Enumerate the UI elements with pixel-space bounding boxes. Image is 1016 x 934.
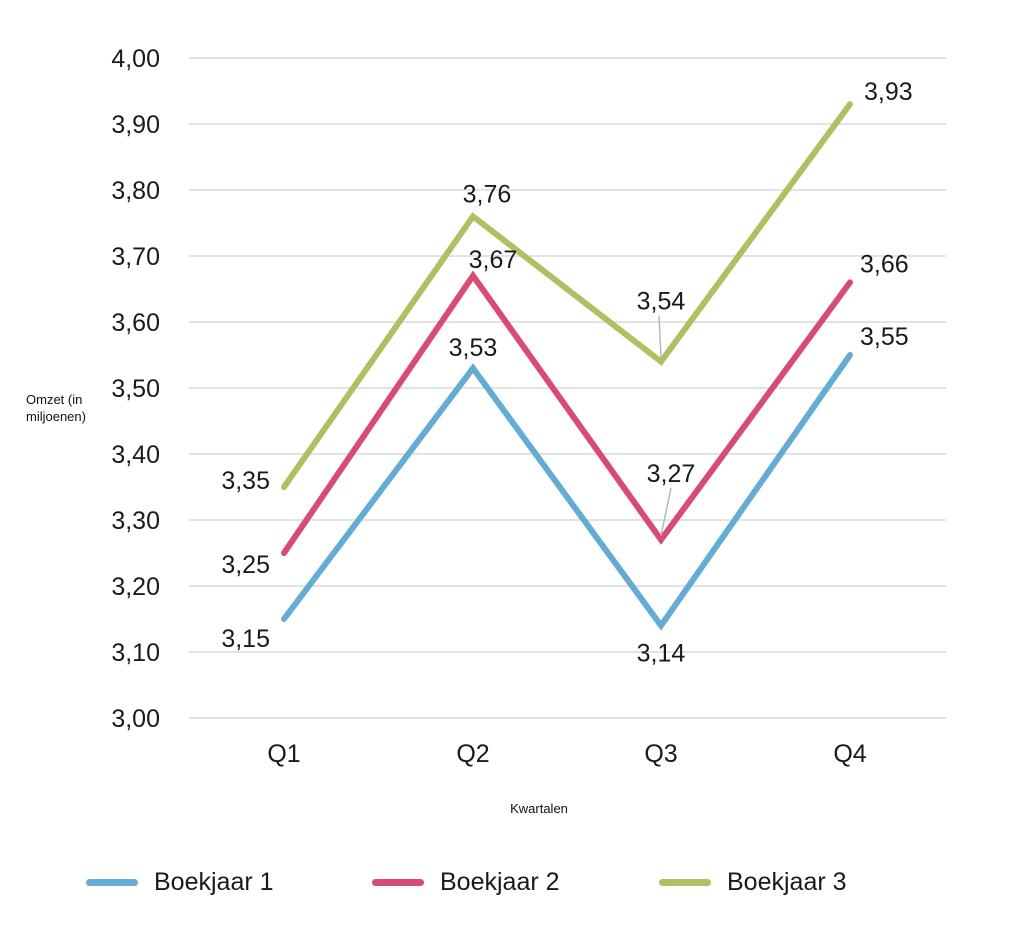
y-tick-label: 3,30	[111, 507, 160, 535]
y-tick-label: 3,20	[111, 573, 160, 601]
y-tick-label: 3,40	[111, 441, 160, 469]
y-tick-label: 3,70	[111, 243, 160, 271]
y-axis-title: Omzet (in miljoenen)	[26, 392, 86, 424]
data-label: 3,67	[469, 246, 518, 274]
legend-swatch-boekjaar-3	[659, 879, 711, 886]
legend-item-boekjaar-2[interactable]: Boekjaar 2	[372, 868, 560, 897]
data-label: 3,53	[449, 334, 498, 362]
y-tick-label: 3,80	[111, 177, 160, 205]
data-labels: 3,15 3,53 3,14 3,55 3,25 3,67 3,27 3,66 3,35 3,76…	[221, 78, 912, 667]
y-tick-label: 3,60	[111, 309, 160, 337]
y-axis-title-line-2: miljoenen)	[26, 409, 86, 424]
series-line-3	[281, 101, 853, 490]
y-axis-title-line-1: Omzet (in	[26, 392, 82, 407]
x-axis-ticks: Q1 Q2 Q3 Q4	[267, 740, 866, 768]
legend-swatch-boekjaar-2	[372, 879, 424, 886]
label-leader-line	[658, 315, 662, 358]
series-line-1	[281, 352, 853, 631]
y-tick-label: 3,50	[111, 375, 160, 403]
legend-item-boekjaar-1[interactable]: Boekjaar 1	[86, 868, 274, 897]
data-label: 3,14	[637, 640, 686, 668]
data-label: 3,35	[221, 467, 270, 495]
series-line-2	[281, 270, 853, 556]
data-label: 3,27	[647, 460, 696, 488]
x-tick-label: Q2	[456, 740, 489, 768]
y-axis-ticks: 3,00 3,10 3,20 3,30 3,40 3,50 3,60 3,70 3,80 3,90…	[111, 45, 160, 733]
gridlines	[189, 57, 946, 719]
data-label: 3,76	[463, 180, 512, 208]
data-label: 3,25	[221, 551, 270, 579]
data-label: 3,93	[864, 78, 913, 106]
x-axis-title: Kwartalen	[510, 801, 568, 816]
data-label: 3,54	[637, 288, 686, 316]
data-label: 3,15	[221, 625, 270, 653]
label-leader-line	[660, 487, 672, 536]
x-tick-label: Q3	[644, 740, 677, 768]
y-tick-label: 4,00	[111, 45, 160, 73]
legend-label: Boekjaar 1	[154, 868, 274, 896]
series-lines	[281, 101, 853, 631]
legend-label: Boekjaar 3	[727, 868, 847, 896]
x-tick-label: Q4	[833, 740, 866, 768]
legend-label: Boekjaar 2	[440, 868, 560, 896]
legend-swatch-boekjaar-1	[86, 879, 138, 886]
legend-item-boekjaar-3[interactable]: Boekjaar 3	[659, 868, 847, 897]
y-tick-label: 3,00	[111, 705, 160, 733]
y-tick-label: 3,10	[111, 639, 160, 667]
y-tick-label: 3,90	[111, 111, 160, 139]
data-label: 3,66	[860, 250, 909, 278]
legend: Boekjaar 1 Boekjaar 2 Boekjaar 3	[0, 868, 1016, 908]
data-label: 3,55	[860, 323, 909, 351]
x-tick-label: Q1	[267, 740, 300, 768]
